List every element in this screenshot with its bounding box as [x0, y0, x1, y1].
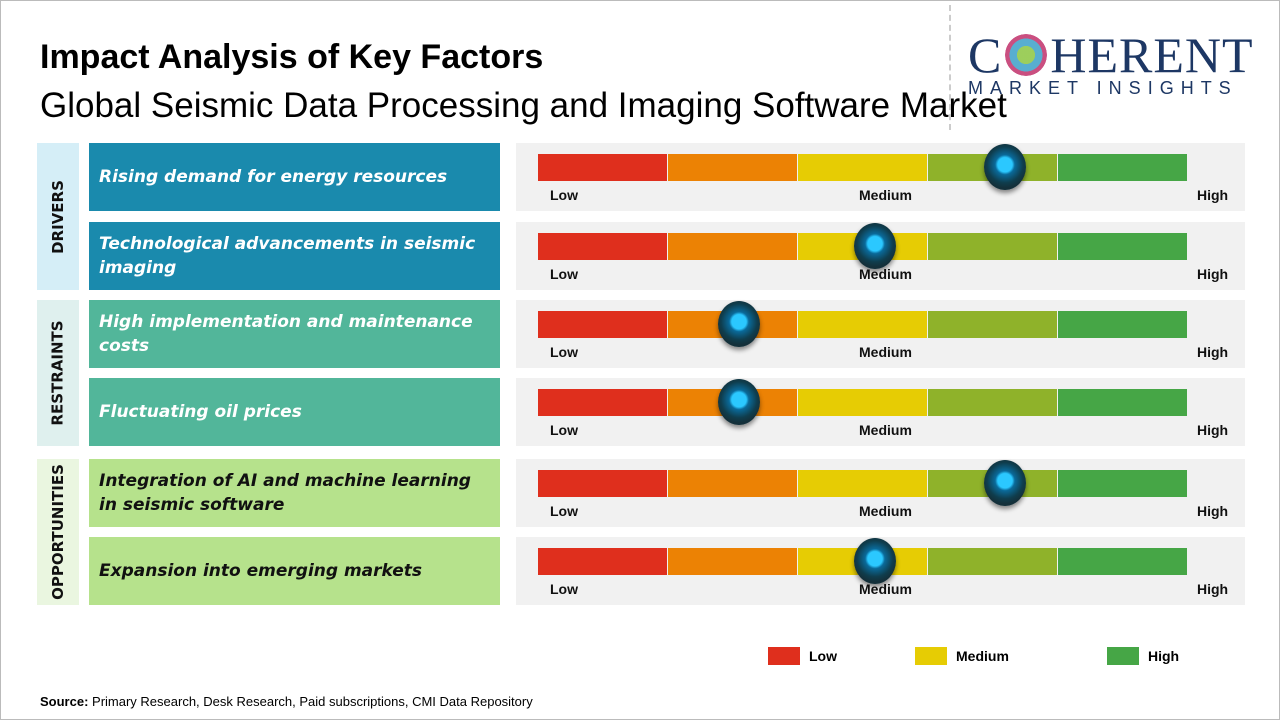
factor-label: Fluctuating oil prices	[89, 378, 500, 446]
gauge-segment	[668, 154, 797, 181]
scale-label: Low	[550, 187, 578, 203]
scale-label: Medium	[859, 344, 912, 360]
impact-marker	[717, 301, 760, 347]
scale-label: High	[1197, 187, 1229, 203]
scale-label: High	[1197, 503, 1229, 519]
source-note: Source: Primary Research, Desk Research,…	[40, 694, 533, 709]
gauge-segment	[538, 233, 667, 260]
gauge-segment	[668, 548, 797, 575]
scale-label: Low	[550, 581, 578, 597]
factor-label: Rising demand for energy resources	[89, 143, 500, 211]
impact-gauge: Low Medium High	[516, 378, 1245, 446]
category-restraints: RESTRAINTS	[37, 300, 79, 446]
scale-label: Low	[550, 266, 578, 282]
gauge-segment	[1058, 470, 1187, 497]
category-opportunities: OPPORTUNITIES	[37, 459, 79, 605]
gauge-segment	[1058, 389, 1187, 416]
gauge-segment	[538, 154, 667, 181]
gauge-segment	[928, 311, 1057, 338]
impact-marker	[853, 538, 896, 584]
gauge-segment	[798, 470, 927, 497]
impact-gauge: Low Medium High	[516, 537, 1245, 605]
gauge-segment	[538, 470, 667, 497]
factor-label: Expansion into emerging markets	[89, 537, 500, 605]
scale-label: Medium	[859, 266, 912, 282]
gauge-segment	[538, 389, 667, 416]
scale-label: High	[1197, 581, 1229, 597]
gauge-segment	[538, 548, 667, 575]
impact-gauge: Low Medium High	[516, 300, 1245, 368]
scale-label: High	[1197, 266, 1229, 282]
gauge-segment	[928, 548, 1057, 575]
impact-marker	[983, 460, 1026, 506]
gauge-segment	[668, 470, 797, 497]
scale-label: High	[1197, 344, 1229, 360]
scale-label: Medium	[859, 503, 912, 519]
impact-gauge: Low Medium High	[516, 143, 1245, 211]
impact-marker	[717, 379, 760, 425]
gauge-segment	[798, 154, 927, 181]
gauge-segment	[928, 233, 1057, 260]
gauge-segment	[1058, 548, 1187, 575]
category-label: RESTRAINTS	[49, 320, 68, 426]
factor-label: High implementation and maintenance cost…	[89, 300, 500, 368]
category-label: OPPORTUNITIES	[49, 464, 67, 600]
scale-label: Medium	[859, 422, 912, 438]
globe-icon	[1005, 34, 1048, 76]
category-drivers: DRIVERS	[37, 143, 79, 290]
scale-label: Low	[550, 344, 578, 360]
page-title: Impact Analysis of Key Factors	[40, 38, 544, 76]
gauge-segment	[928, 389, 1057, 416]
scale-label: Low	[550, 422, 578, 438]
scale-label: Low	[550, 503, 578, 519]
gauge-segment	[1058, 311, 1187, 338]
legend-medium: Medium	[915, 647, 1009, 665]
gauge-segment	[668, 233, 797, 260]
divider	[949, 5, 951, 130]
scale-label: Medium	[859, 187, 912, 203]
gauge-segment	[538, 311, 667, 338]
page-subtitle: Global Seismic Data Processing and Imagi…	[40, 86, 1007, 125]
impact-gauge: Low Medium High	[516, 222, 1245, 290]
impact-gauge: Low Medium High	[516, 459, 1245, 527]
gauge-segment	[798, 311, 927, 338]
legend-high: High	[1107, 647, 1179, 665]
gauge-segment	[1058, 233, 1187, 260]
gauge-segment	[798, 389, 927, 416]
legend-low: Low	[768, 647, 837, 665]
impact-marker	[853, 223, 896, 269]
factor-label: Integration of AI and machine learning i…	[89, 459, 500, 527]
scale-label: Medium	[859, 581, 912, 597]
logo: C HERENT MARKET INSIGHTS	[968, 27, 1254, 98]
scale-label: High	[1197, 422, 1229, 438]
impact-marker	[983, 144, 1026, 190]
category-label: DRIVERS	[49, 179, 68, 254]
factor-label: Technological advancements in seismic im…	[89, 222, 500, 290]
gauge-segment	[1058, 154, 1187, 181]
